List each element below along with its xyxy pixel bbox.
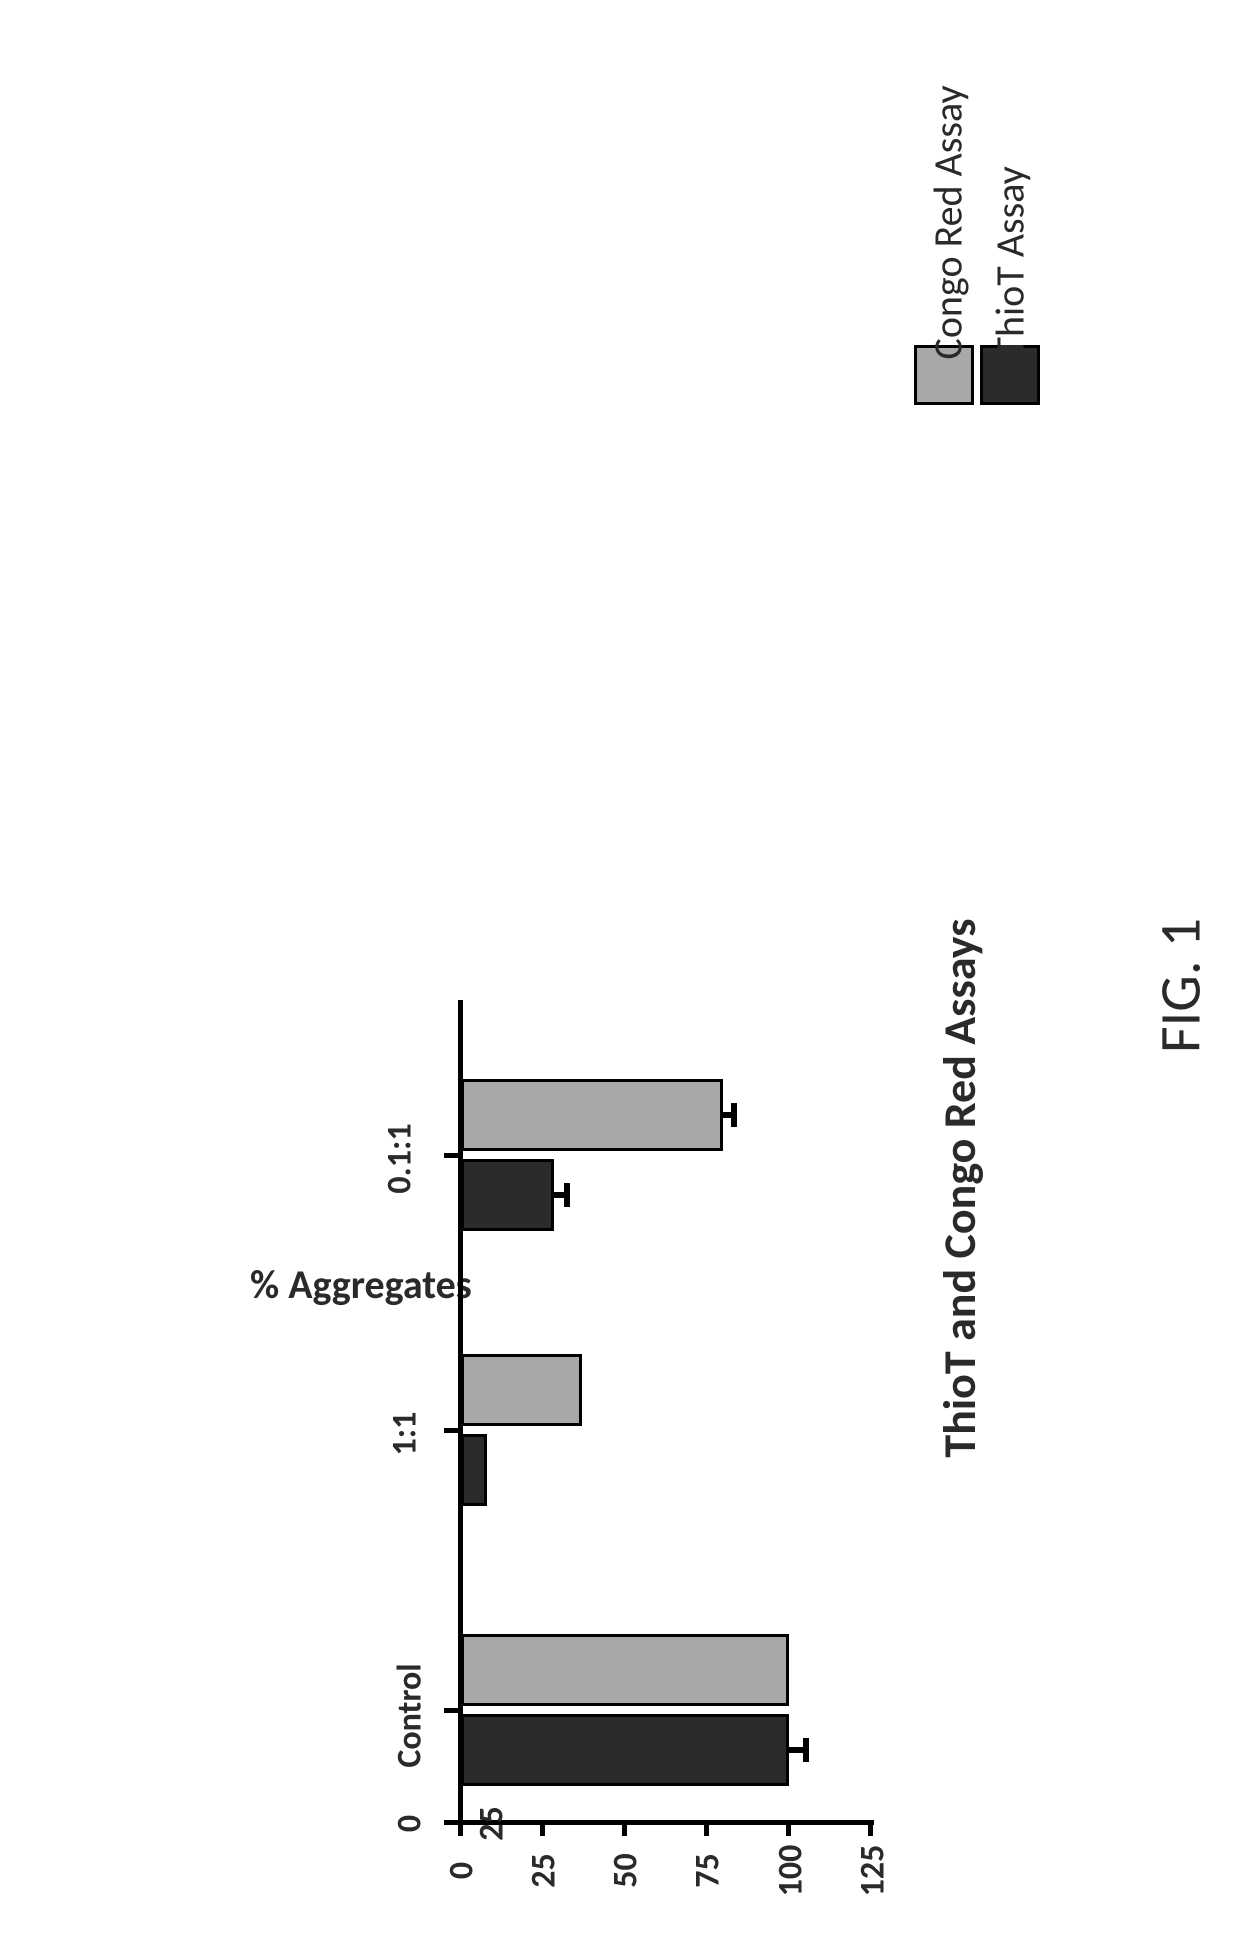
y-tick-label-125b: 125 [853,1836,894,1906]
bar-control-congored [461,1634,789,1706]
y-tick-label-0b: 0 [442,1841,483,1901]
bar-1to1-thiot [461,1434,487,1506]
bar-1to1-congored [461,1354,582,1426]
figure-label: FIG. 1 [1145,836,1216,1136]
x-tick-control [444,1708,462,1713]
y-tick-75 [704,1820,709,1836]
chart-title: ThioT and Congo Red Assays [932,813,988,1563]
y-tick-label-100b: 100 [771,1836,812,1906]
y-tick-125 [868,1820,873,1836]
y-tick-50 [622,1820,627,1836]
y-tick-0 [458,1820,463,1836]
err-01to1-congored-cap [731,1103,737,1127]
bar-control-thiot [461,1714,789,1786]
legend-label-congored: Congo Red Assay [924,20,973,360]
category-label-1-1: 1:1 [385,1384,426,1484]
bar-01to1-thiot [461,1159,554,1231]
category-label-0.1-1: 0.1:1 [380,1094,421,1224]
y-axis-label: % Aggregates [250,1260,472,1309]
y-tick-25 [540,1820,545,1836]
y-tick-label-75b: 75 [688,1841,729,1901]
err-control-thiot-cap [803,1738,809,1762]
bar-01to1-congored [461,1079,723,1151]
y-axis-line [458,1820,874,1825]
legend-label-thiot: ThioT Assay [986,97,1035,357]
x-tick-1-1 [444,1428,462,1433]
y-tick-label-25b: 25 [524,1841,565,1901]
y-tick-label-50b: 50 [606,1841,647,1901]
x-tick-01-1 [444,1153,462,1158]
y-tick-100 [786,1820,791,1836]
err-01to1-thiot-cap [564,1183,570,1207]
category-label-control: Control [390,1626,431,1806]
